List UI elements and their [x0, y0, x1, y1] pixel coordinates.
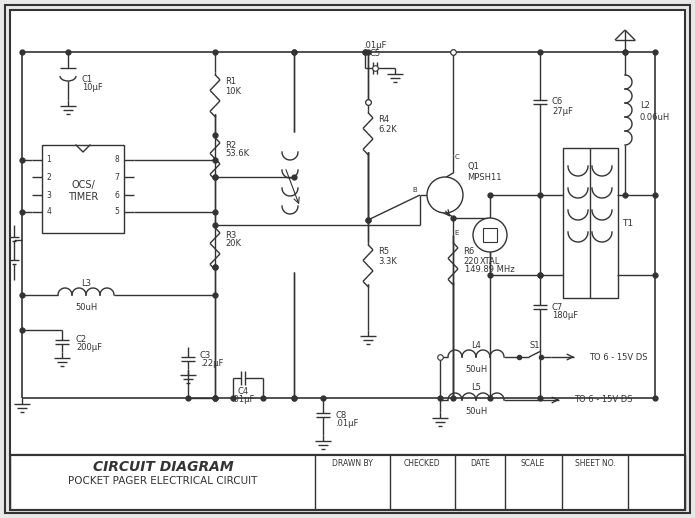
Text: 50uH: 50uH — [75, 303, 97, 311]
Text: 53.6K: 53.6K — [225, 150, 249, 159]
Text: .22μF: .22μF — [200, 359, 223, 368]
Text: TO 6 - 15V DS: TO 6 - 15V DS — [589, 353, 648, 362]
Text: 149.89 MHz: 149.89 MHz — [465, 266, 515, 275]
Text: POCKET PAGER ELECTRICAL CIRCUIT: POCKET PAGER ELECTRICAL CIRCUIT — [68, 476, 258, 486]
Text: C6: C6 — [552, 97, 563, 107]
Text: XTAL: XTAL — [480, 256, 500, 266]
Text: 6: 6 — [115, 191, 120, 199]
Text: C: C — [455, 154, 459, 160]
Text: SHEET NO.: SHEET NO. — [575, 458, 615, 468]
Text: R1: R1 — [225, 78, 236, 87]
Text: L2: L2 — [640, 100, 650, 109]
Text: C4: C4 — [238, 387, 249, 396]
Text: 50uH: 50uH — [465, 365, 487, 373]
Bar — [263, 132, 325, 272]
Text: 10K: 10K — [225, 87, 241, 95]
Text: MPSH11: MPSH11 — [467, 172, 502, 181]
Text: R4: R4 — [378, 116, 389, 124]
Text: SCALE: SCALE — [521, 458, 545, 468]
Bar — [10, 10, 685, 455]
Text: L5: L5 — [471, 383, 481, 393]
Text: L3: L3 — [81, 279, 91, 287]
Text: TIMER: TIMER — [68, 192, 98, 202]
Text: 3: 3 — [47, 191, 51, 199]
Text: 200μF: 200μF — [76, 342, 102, 352]
Text: 0.06uH: 0.06uH — [640, 113, 670, 122]
Text: C7: C7 — [552, 303, 563, 311]
Text: 4: 4 — [47, 208, 51, 217]
Text: 2: 2 — [47, 172, 51, 181]
Text: C2: C2 — [76, 335, 87, 343]
Text: 27μF: 27μF — [552, 107, 573, 116]
Text: 1: 1 — [47, 155, 51, 165]
Text: C3: C3 — [200, 352, 211, 361]
Text: OCS/: OCS/ — [71, 180, 95, 190]
Text: R3: R3 — [225, 231, 236, 239]
Text: .01μF: .01μF — [363, 41, 386, 50]
Text: C5: C5 — [370, 50, 381, 59]
Text: TO 6 - 15V DS: TO 6 - 15V DS — [574, 396, 632, 405]
Text: R5: R5 — [378, 248, 389, 256]
Text: 7: 7 — [115, 172, 120, 181]
Text: CHECKED: CHECKED — [404, 458, 441, 468]
Bar — [42, 145, 124, 233]
Text: DATE: DATE — [470, 458, 490, 468]
Text: .01μF: .01μF — [335, 420, 359, 428]
Text: R6: R6 — [463, 248, 474, 256]
Text: 8: 8 — [115, 155, 120, 165]
Text: C1: C1 — [82, 76, 93, 84]
Text: .01μF: .01μF — [231, 396, 254, 405]
Text: S1: S1 — [530, 340, 540, 350]
Text: T1: T1 — [622, 219, 633, 227]
Text: 180μF: 180μF — [552, 311, 578, 321]
Text: CIRCUIT DIAGRAM: CIRCUIT DIAGRAM — [92, 460, 234, 474]
Text: 3.3K: 3.3K — [378, 256, 397, 266]
Text: DRAWN BY: DRAWN BY — [332, 458, 373, 468]
Circle shape — [473, 218, 507, 252]
Text: 10μF: 10μF — [82, 83, 103, 93]
Text: 5: 5 — [115, 208, 120, 217]
Text: C8: C8 — [335, 410, 346, 420]
Text: 50uH: 50uH — [465, 408, 487, 416]
Bar — [563, 148, 618, 298]
Bar — [10, 455, 685, 510]
Text: Q1: Q1 — [467, 163, 479, 171]
Text: L4: L4 — [471, 340, 481, 350]
Text: B: B — [413, 187, 418, 193]
Bar — [483, 228, 497, 242]
Circle shape — [427, 177, 463, 213]
Text: E: E — [455, 230, 459, 236]
Text: 220: 220 — [463, 256, 479, 266]
Text: 6.2K: 6.2K — [378, 124, 397, 134]
Text: 20K: 20K — [225, 239, 241, 249]
Text: R2: R2 — [225, 140, 236, 150]
